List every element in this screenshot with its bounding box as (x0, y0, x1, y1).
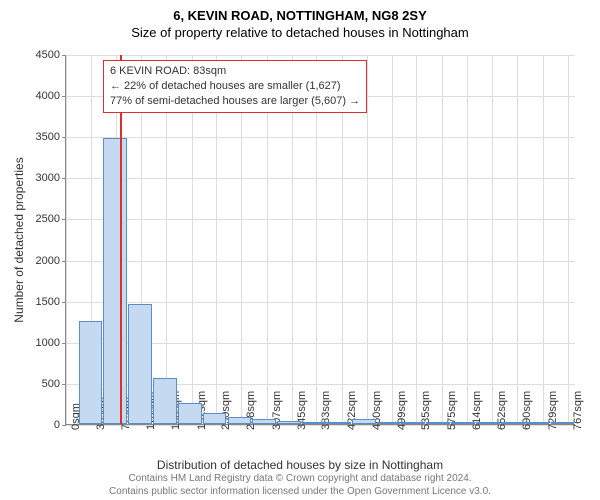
x-tick: 307sqm (271, 391, 283, 430)
annotation-line: 6 KEVIN ROAD: 83sqm (110, 64, 360, 79)
x-tick: 690sqm (521, 391, 533, 430)
page: 6, KEVIN ROAD, NOTTINGHAM, NG8 2SY Size … (0, 0, 600, 500)
y-axis-label: Number of detached properties (12, 157, 26, 322)
x-tick: 460sqm (371, 391, 383, 430)
x-tick: 767sqm (572, 391, 584, 430)
histogram-bar (426, 422, 450, 424)
histogram-bar (501, 422, 525, 424)
gridline-v (568, 55, 569, 424)
y-tick: 1500 (36, 296, 66, 308)
y-tick: 4500 (36, 49, 66, 61)
histogram-bar (228, 417, 252, 424)
y-tick: 2500 (36, 213, 66, 225)
histogram-bar (451, 422, 475, 424)
x-axis-label: Distribution of detached houses by size … (0, 458, 600, 472)
histogram-bar (153, 378, 177, 424)
attribution-line1: Contains HM Land Registry data © Crown c… (0, 473, 600, 486)
gridline-v (392, 55, 393, 424)
chart-axes: 0500100015002000250030003500400045000sqm… (65, 55, 575, 425)
x-tick: 422sqm (346, 391, 358, 430)
chart-plot: 0500100015002000250030003500400045000sqm… (65, 55, 575, 425)
y-tick: 3000 (36, 172, 66, 184)
histogram-bar (203, 413, 227, 425)
annotation-box: 6 KEVIN ROAD: 83sqm← 22% of detached hou… (103, 60, 367, 113)
x-tick: 230sqm (220, 391, 232, 430)
gridline-v (492, 55, 493, 424)
histogram-bar (551, 422, 575, 424)
histogram-bar (178, 403, 202, 424)
gridline-v (543, 55, 544, 424)
x-tick: 575sqm (446, 391, 458, 430)
histogram-bar (352, 419, 376, 424)
histogram-bar (476, 422, 500, 424)
x-tick: 345sqm (296, 391, 308, 430)
histogram-bar (128, 304, 152, 424)
attribution: Contains HM Land Registry data © Crown c… (0, 473, 600, 498)
x-tick: 383sqm (320, 391, 332, 430)
x-tick: 652sqm (496, 391, 508, 430)
histogram-bar (377, 422, 401, 424)
gridline-v (66, 55, 67, 424)
gridline-h (66, 137, 575, 138)
y-tick: 500 (42, 378, 66, 390)
annotation-line: ← 22% of detached houses are smaller (1,… (110, 79, 360, 94)
x-tick: 729sqm (547, 391, 559, 430)
x-tick: 535sqm (420, 391, 432, 430)
x-tick: 499sqm (396, 391, 408, 430)
attribution-line2: Contains public sector information licen… (0, 486, 600, 499)
page-title-address: 6, KEVIN ROAD, NOTTINGHAM, NG8 2SY (0, 0, 600, 23)
x-tick: 614sqm (471, 391, 483, 430)
x-tick: 268sqm (245, 391, 257, 430)
histogram-bar (526, 422, 550, 424)
histogram-bar (252, 419, 276, 424)
gridline-h (66, 302, 575, 303)
y-tick: 4000 (36, 90, 66, 102)
histogram-bar (401, 422, 425, 424)
gridline-v (467, 55, 468, 424)
gridline-h (66, 261, 575, 262)
y-tick: 1000 (36, 337, 66, 349)
histogram-bar (79, 321, 102, 424)
histogram-bar (327, 422, 351, 424)
histogram-bar (302, 422, 326, 424)
gridline-h (66, 55, 575, 56)
page-subtitle: Size of property relative to detached ho… (0, 23, 600, 40)
gridline-v (517, 55, 518, 424)
histogram-bar (103, 138, 127, 424)
y-tick: 0 (54, 419, 66, 431)
gridline-h (66, 178, 575, 179)
histogram-bar (277, 421, 301, 424)
gridline-h (66, 219, 575, 220)
gridline-v (442, 55, 443, 424)
gridline-v (416, 55, 417, 424)
y-tick: 3500 (36, 131, 66, 143)
annotation-line: 77% of semi-detached houses are larger (… (110, 94, 360, 109)
y-tick: 2000 (36, 255, 66, 267)
